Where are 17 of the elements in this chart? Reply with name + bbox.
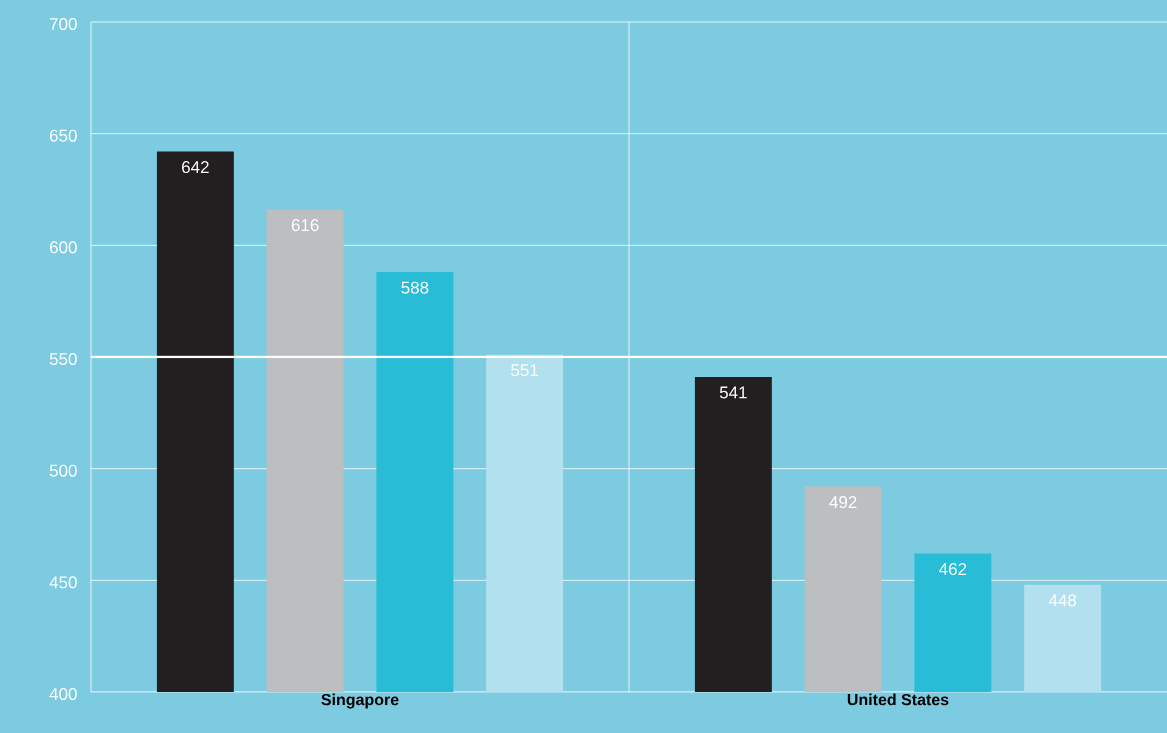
data-label: 588: [401, 281, 429, 294]
data-label: 551: [511, 364, 538, 377]
y-tick-label: 500: [49, 464, 77, 477]
y-tick-label: 550: [49, 352, 77, 366]
y-tick-label: 600: [49, 241, 77, 254]
x-tick-label: United States: [847, 693, 949, 706]
y-tick-label: 450: [49, 576, 77, 589]
y-tick-label: 400: [49, 687, 77, 701]
data-label: 492: [829, 496, 857, 509]
y-tick-label: 650: [49, 129, 77, 142]
data-label: 541: [719, 386, 747, 399]
data-label: 616: [291, 219, 319, 232]
data-label: 462: [939, 563, 967, 576]
y-tick-label: 700: [49, 17, 77, 31]
x-tick-label: Singapore: [321, 693, 399, 709]
data-label: 642: [182, 161, 209, 174]
data-label: 448: [1048, 594, 1077, 607]
